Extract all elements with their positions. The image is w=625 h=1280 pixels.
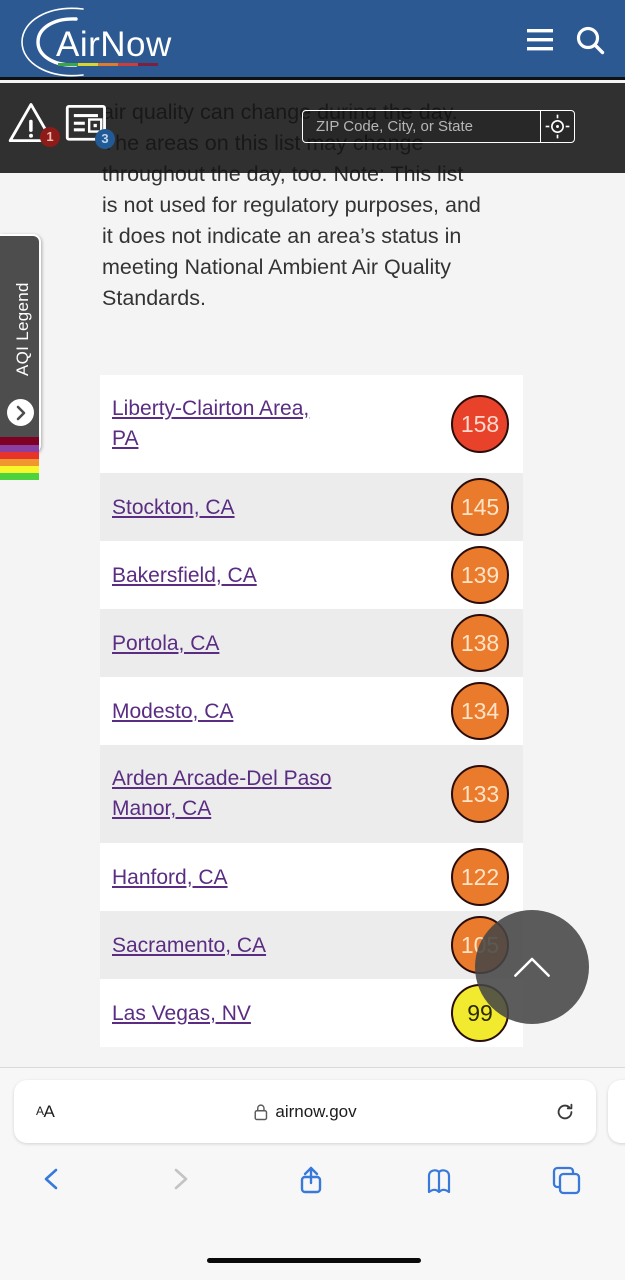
svg-text:AirNow: AirNow bbox=[56, 25, 172, 64]
